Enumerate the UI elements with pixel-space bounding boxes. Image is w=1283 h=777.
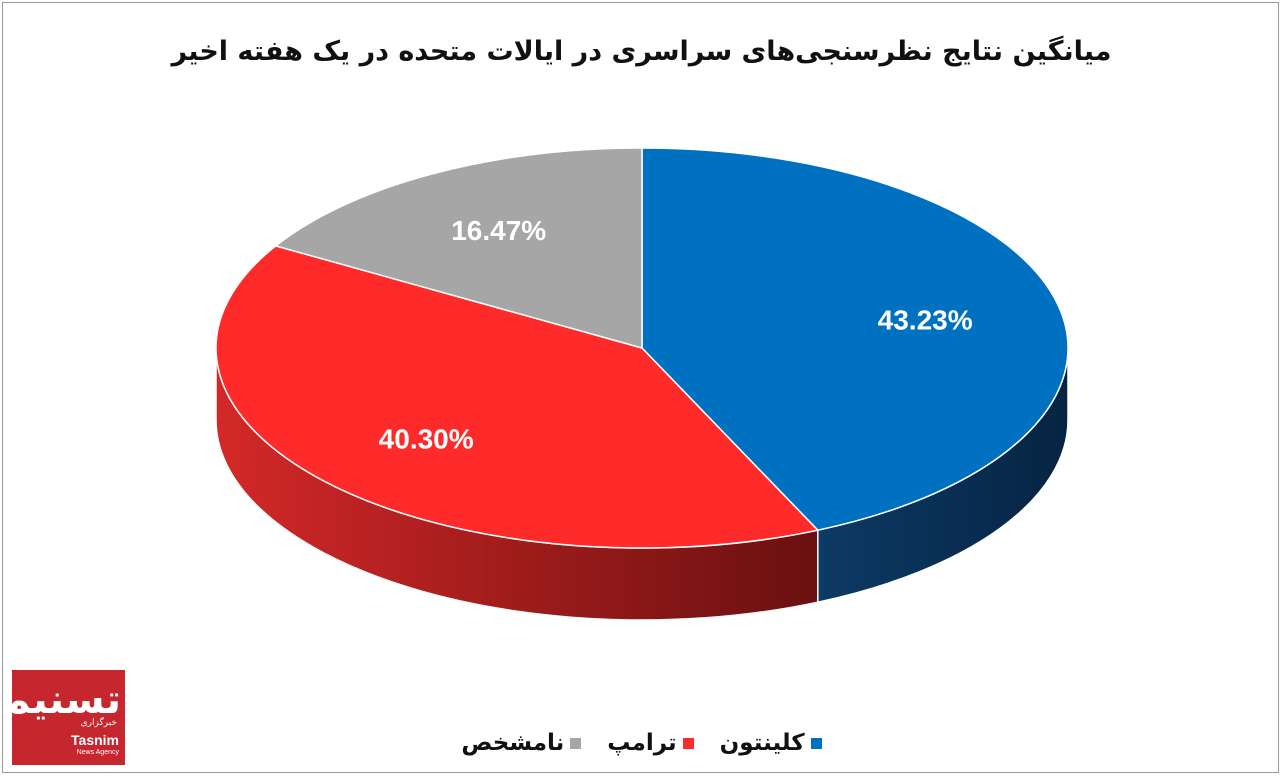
legend-label-undecided: نامشخص <box>461 730 565 756</box>
pie-labels: 43.23% 40.30% 16.47% <box>379 215 973 455</box>
chart-title: میانگین نتایج نظرسنجی‌های سراسری در ایال… <box>171 36 1112 67</box>
data-label-clinton: 43.23% <box>878 304 973 335</box>
logo-script: تسنیم <box>12 677 121 723</box>
logo-en-text: Tasnim <box>71 732 119 748</box>
legend-swatch-clinton <box>810 737 822 749</box>
pie-slice-trump <box>215 245 820 549</box>
legend-label-clinton: کلینتون <box>719 730 805 756</box>
legend-label-trump: ترامپ <box>607 730 677 756</box>
legend-item-undecided: نامشخص <box>461 730 582 756</box>
legend-item-clinton: کلینتون <box>720 730 822 756</box>
legend: کلینتون ترامپ نامشخص <box>0 730 1283 756</box>
legend-swatch-trump <box>682 737 694 749</box>
tasnim-logo: تسنیم خبرگزاری Tasnim News Agency <box>12 670 125 765</box>
logo-sub-text: News Agency <box>76 749 119 756</box>
data-label-undecided: 16.47% <box>451 215 546 246</box>
logo-fa-text: خبرگزاری <box>80 718 117 728</box>
pie-tops <box>215 147 1069 549</box>
legend-swatch-undecided <box>570 737 582 749</box>
data-label-trump: 40.30% <box>379 424 474 455</box>
pie-slice-undecided <box>274 147 643 349</box>
legend-item-trump: ترامپ <box>607 730 694 756</box>
pie-slice-clinton <box>641 147 1069 531</box>
